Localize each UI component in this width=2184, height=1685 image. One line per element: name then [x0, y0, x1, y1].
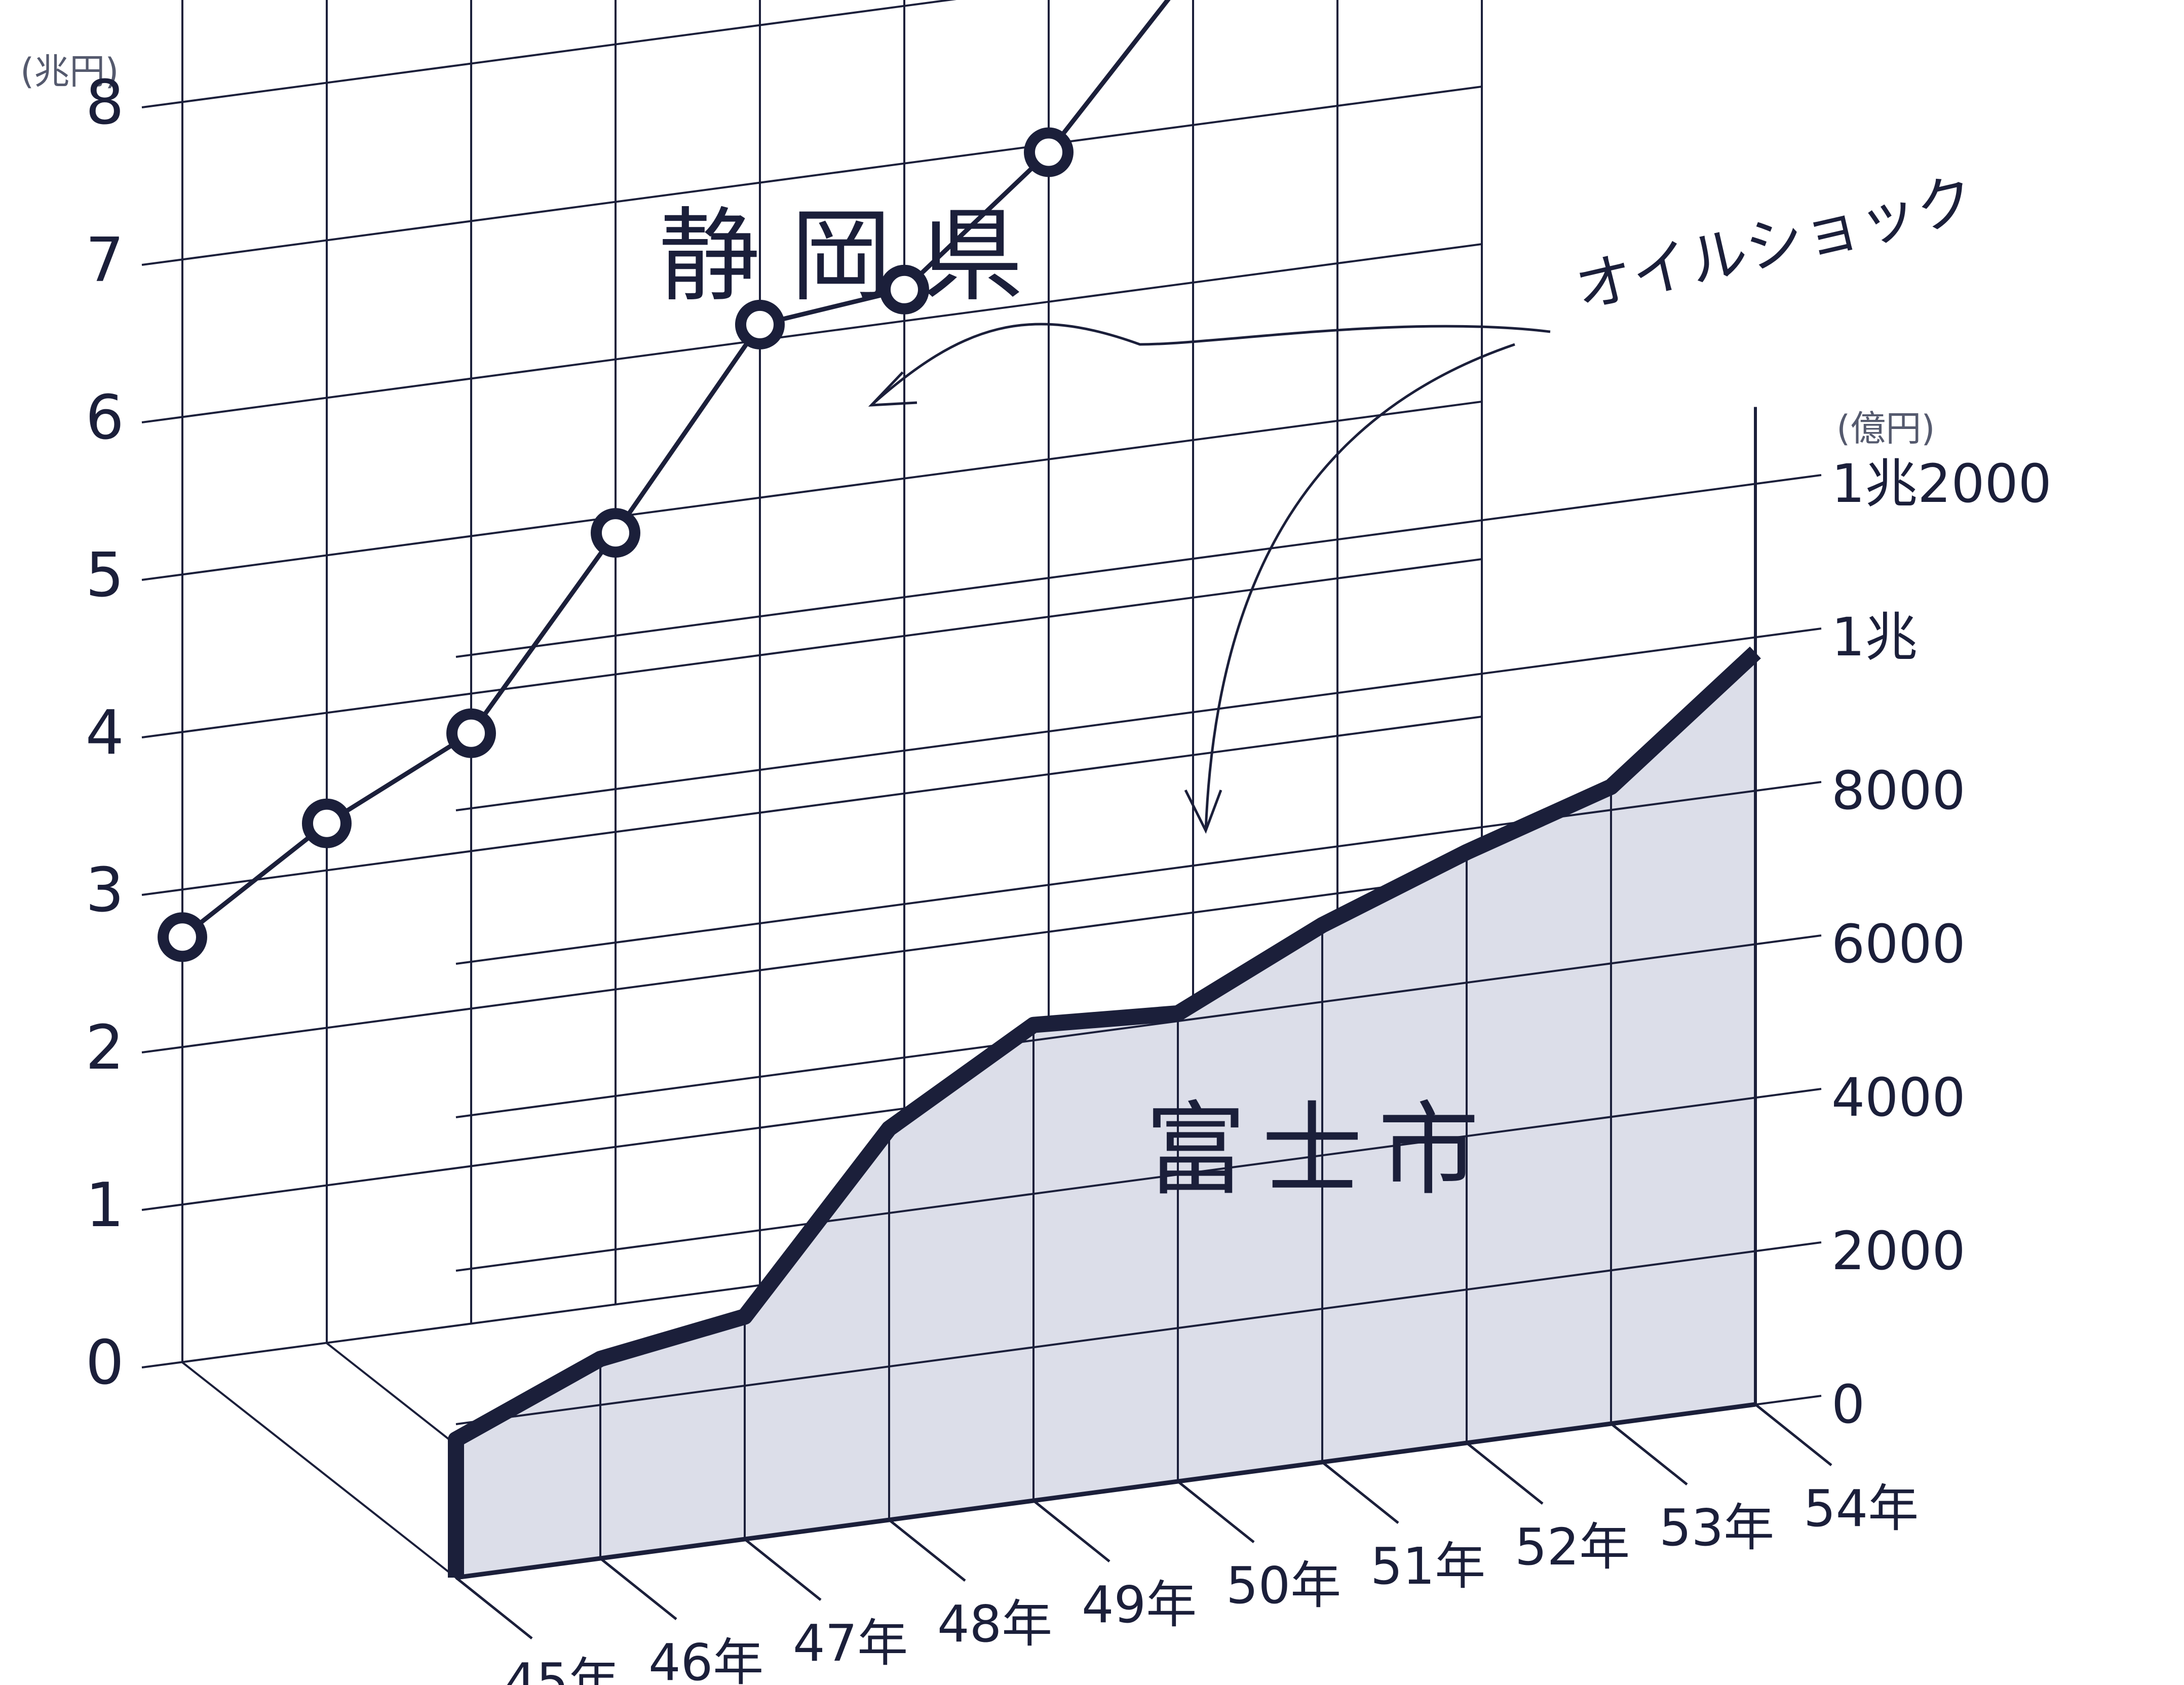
chart-texts: (兆円) 0 1 2 3 4 5 6 7 8 (億円) 0 2000 4000 6000 8000 1兆 1兆20…: [20, 51, 2052, 1685]
back-plane-grid: [141, 0, 1483, 1368]
year-label: 45年: [504, 1652, 619, 1685]
fuji-line: [448, 646, 1761, 1578]
front-horizontal-gridline: [455, 1241, 1822, 1425]
shizuoka-point: [446, 708, 496, 758]
left-tick-label: 5: [86, 540, 124, 611]
fuji-area: [456, 652, 1755, 1578]
left-tick-label: 6: [86, 383, 124, 453]
right-axis-unit: (億円): [1836, 408, 1935, 449]
front-horizontal-gridline: [455, 474, 1822, 658]
front-horizontal-gridline: [455, 934, 1822, 1118]
year-label: 51年: [1370, 1537, 1485, 1596]
left-axis-unit: (兆円): [20, 51, 119, 92]
back-horizontal-gridline: [141, 716, 1482, 896]
front-area-fill: [456, 652, 1755, 1578]
annotation-label: オイルショック: [1568, 165, 1981, 323]
right-tick-label: 1兆: [1831, 606, 1918, 668]
right-tick-label: 0: [1831, 1374, 1865, 1435]
depth-line: [181, 1361, 457, 1579]
left-tick-label: 3: [86, 855, 124, 926]
year-label: 52年: [1515, 1517, 1630, 1577]
left-tick-label: 8: [86, 68, 124, 138]
shizuoka-point: [1024, 127, 1074, 177]
back-horizontal-gridline: [141, 558, 1482, 738]
year-tick: [1754, 1403, 1832, 1466]
annotation-curve-front: [1204, 343, 1515, 831]
year-tick: [1177, 1480, 1255, 1543]
year-tick: [455, 1577, 533, 1639]
back-series: [158, 0, 1171, 962]
right-tick-label: 8000: [1831, 760, 1966, 821]
left-tick-label: 4: [86, 698, 124, 768]
year-tick: [599, 1557, 677, 1620]
arrowhead-front: [1184, 789, 1222, 834]
left-tick-label: 2: [86, 1013, 124, 1083]
back-horizontal-gridline: [141, 243, 1482, 423]
year-label: 54年: [1804, 1479, 1919, 1538]
shizuoka-point: [879, 264, 929, 315]
year-tick: [1466, 1442, 1544, 1505]
front-series: [448, 646, 1761, 1578]
year-label: 49年: [1082, 1575, 1197, 1634]
back-horizontal-gridline: [141, 873, 1482, 1053]
year-label: 50年: [1226, 1556, 1341, 1615]
year-label: 48年: [937, 1594, 1052, 1654]
year-label: 47年: [793, 1614, 908, 1673]
shizuoka-point: [302, 798, 352, 848]
front-base-line: [455, 1402, 1756, 1580]
arrowhead-back: [868, 371, 917, 407]
year-tick: [1610, 1423, 1688, 1485]
back-horizontal-gridline: [141, 86, 1482, 266]
year-tick: [1032, 1500, 1110, 1562]
shizuoka-point: [158, 912, 207, 962]
right-tick-label: 4000: [1831, 1067, 1966, 1128]
front-horizontal-gridline: [455, 628, 1822, 811]
back-horizontal-gridline: [141, 0, 957, 108]
right-tick-label: 2000: [1831, 1220, 1966, 1282]
year-label: 53年: [1659, 1498, 1774, 1557]
back-horizontal-gridline: [141, 401, 1482, 581]
year-tick: [744, 1538, 822, 1601]
year-label: 46年: [648, 1633, 763, 1685]
left-tick-label: 1: [86, 1170, 124, 1241]
front-plane-grid: [455, 407, 1822, 1580]
series-label-fuji: 富士市: [1145, 1091, 1495, 1209]
year-tick: [888, 1519, 966, 1582]
shizuoka-point: [591, 508, 640, 558]
right-tick-label: 1兆2000: [1831, 453, 2052, 515]
annotation-curve-back: [870, 323, 1551, 406]
left-tick-label: 7: [86, 225, 124, 296]
year-tick: [1321, 1461, 1399, 1524]
series-label-shizuoka: 静岡県: [659, 198, 1054, 316]
front-horizontal-gridline: [455, 1088, 1822, 1272]
shizuoka-point: [735, 299, 785, 349]
right-tick-label: 6000: [1831, 913, 1966, 975]
front-horizontal-gridline: [455, 781, 1822, 965]
left-tick-label: 0: [86, 1328, 124, 1398]
